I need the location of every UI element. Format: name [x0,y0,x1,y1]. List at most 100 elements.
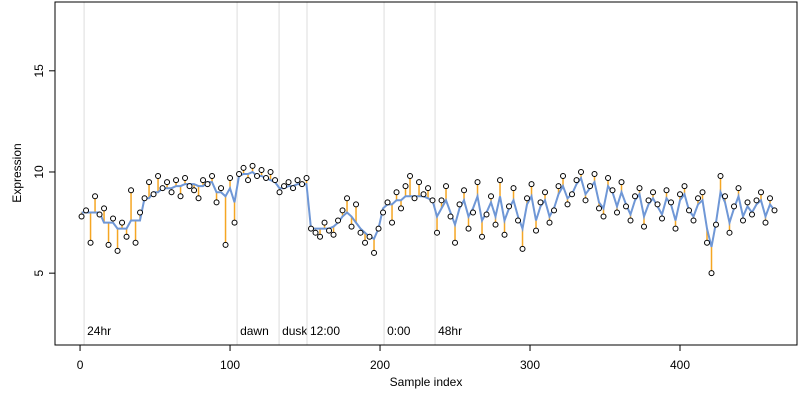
marker-label: dusk [282,324,308,338]
data-point [717,173,724,180]
data-point [231,219,238,226]
data-point [191,187,198,194]
data-point [632,193,639,200]
data-point [110,215,117,222]
data-point [767,195,774,202]
data-point [254,173,261,180]
data-point [159,185,166,192]
data-point [267,168,274,175]
data-point [501,231,508,238]
data-point [569,191,576,198]
data-point [596,205,603,212]
data-point [641,223,648,230]
data-point [209,173,216,180]
data-point [546,219,553,226]
marker-label: dawn [240,324,269,338]
data-point [416,179,423,186]
data-point [141,195,148,202]
data-point [114,247,121,254]
data-point [510,185,517,192]
data-point [96,211,103,218]
data-point [371,249,378,256]
data-point [663,187,670,194]
data-point [155,173,162,180]
data-point [425,185,432,192]
data-point [474,179,481,186]
data-point [92,193,99,200]
data-point [173,177,180,184]
data-point [461,187,468,194]
data-point [753,197,760,204]
data-point [695,195,702,202]
data-point [263,175,270,182]
data-point [600,213,607,220]
data-point [726,229,733,236]
data-point [123,233,130,240]
data-point [236,171,243,178]
data-point [519,245,526,252]
data-point [299,181,306,188]
data-point [506,203,513,210]
data-point [213,199,220,206]
data-point [465,225,472,232]
data-point [290,185,297,192]
y-tick-label: 5 [32,270,46,277]
marker-label: 12:00 [310,324,340,338]
data-point [722,193,729,200]
data-point [578,168,585,175]
data-point [240,164,247,171]
data-point [285,179,292,186]
data-point [272,177,279,184]
y-axis-label: Expression [10,143,24,202]
data-point [303,175,310,182]
data-point [344,195,351,202]
data-point [650,189,657,196]
data-point [443,183,450,190]
data-point [402,183,409,190]
data-point [420,191,427,198]
x-tick-label: 300 [520,358,540,372]
data-point [249,162,256,169]
marker-label: 48hr [438,324,462,338]
data-point [384,199,391,206]
data-point [357,229,364,236]
data-point [438,197,445,204]
data-point [452,239,459,246]
data-point [281,183,288,190]
data-point [492,221,499,228]
x-tick-label: 400 [670,358,690,372]
data-point [146,179,153,186]
data-point [614,209,621,216]
data-point [668,199,675,206]
x-tick-label: 100 [220,358,240,372]
data-point [119,219,126,226]
data-point [528,181,535,188]
data-point [362,239,369,246]
data-point [479,233,486,240]
data-point [470,209,477,216]
data-point [542,189,549,196]
data-point [483,211,490,218]
data-point [573,177,580,184]
data-point [429,197,436,204]
data-point [393,189,400,196]
data-point [380,209,387,216]
data-point [137,209,144,216]
data-point [636,185,643,192]
data-point [128,187,135,194]
data-point [339,207,346,214]
data-point [690,217,697,224]
data-point [533,227,540,234]
data-point [686,207,693,214]
data-point [564,201,571,208]
data-point [245,177,252,184]
data-point [551,207,558,214]
data-point [704,239,711,246]
data-point [330,231,337,238]
data-point [398,205,405,212]
data-point [407,173,414,180]
data-point [182,175,189,182]
data-point [294,177,301,184]
